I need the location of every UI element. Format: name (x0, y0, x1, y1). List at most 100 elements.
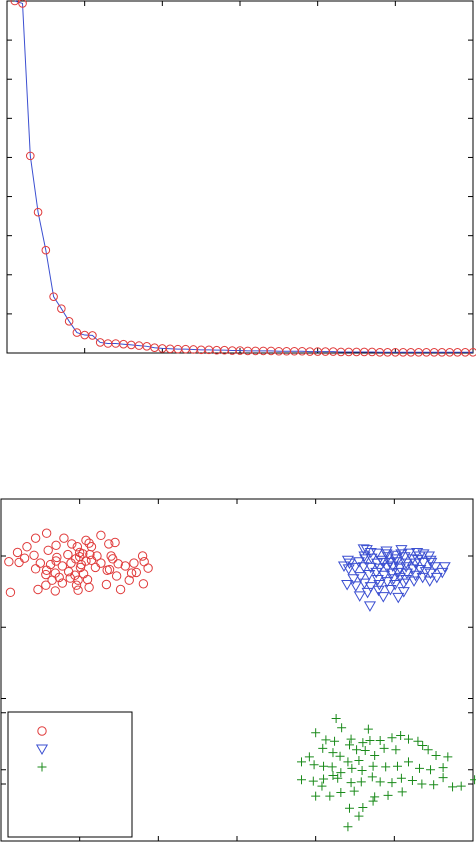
scatter-point (384, 584, 397, 596)
scatter-chart (0, 498, 476, 842)
scatter-point (375, 777, 385, 787)
scatter-point (337, 561, 351, 572)
scatter-point (400, 568, 413, 580)
scatter-point (113, 559, 123, 569)
scatter-point (341, 555, 354, 567)
scatter-point (59, 533, 69, 543)
scatter-point (387, 733, 397, 743)
scatter-point (400, 558, 413, 570)
scatter-point (63, 549, 73, 560)
scatter-point (429, 562, 442, 573)
scatter-point (52, 552, 62, 563)
scatter-point (364, 582, 377, 593)
scatter-point (84, 538, 94, 548)
scatter-point (67, 539, 77, 549)
scatter-point (82, 574, 93, 585)
scatter-point (47, 575, 57, 585)
scatter-point (438, 763, 448, 773)
scatter-point (358, 578, 371, 590)
scatter-point (358, 738, 368, 748)
scatter-point (43, 545, 53, 555)
scatter-point (396, 731, 406, 741)
scatter-point (356, 777, 366, 787)
scatter-point (78, 549, 88, 559)
scatter-point (409, 570, 422, 582)
scatter-point (4, 557, 14, 567)
legend-box (7, 711, 133, 838)
line-chart-axes-frame (6, 0, 474, 354)
scatter-chart-legend (7, 711, 133, 838)
scatter-point (57, 561, 68, 571)
scatter-point (328, 770, 338, 780)
scatter-point (354, 572, 367, 583)
scatter-point (383, 557, 396, 569)
scatter-point (438, 562, 451, 573)
scatter-point (108, 554, 118, 564)
scatter-point (14, 557, 24, 568)
scatter-point (417, 779, 427, 789)
line-chart-point (10, 0, 20, 6)
scatter-point (391, 745, 401, 755)
scatter-point (387, 574, 400, 585)
scatter-point (319, 774, 329, 784)
scatter-point (381, 762, 391, 772)
scatter-point (403, 734, 413, 744)
scatter-point (115, 584, 126, 595)
line-chart-point (26, 151, 35, 161)
scatter-point (389, 550, 402, 562)
scatter-point (365, 553, 378, 565)
scatter-point (443, 752, 453, 762)
scatter-point (390, 557, 403, 568)
scatter-point (33, 584, 43, 595)
scatter-point (72, 542, 83, 552)
scatter-point (41, 580, 51, 590)
scatter-point (333, 773, 343, 783)
scatter-point (395, 545, 408, 556)
scatter-point (344, 803, 354, 813)
scatter-point (304, 752, 314, 762)
scatter-point (343, 822, 353, 832)
scatter-point (328, 748, 338, 758)
scatter-point (120, 561, 130, 571)
scatter-point (368, 761, 378, 771)
legend-marker (35, 744, 49, 755)
scatter-point (50, 586, 60, 596)
scatter-point (370, 567, 383, 579)
scatter-point (413, 736, 423, 746)
scatter-point (370, 751, 380, 760)
scatter-point (41, 569, 51, 580)
scatter-point (363, 724, 373, 734)
scatter-point (371, 575, 384, 586)
scatter-point (71, 554, 81, 564)
line-chart-point (41, 245, 51, 255)
scatter-series-triangle-down (337, 544, 451, 612)
scatter-point (308, 776, 318, 786)
line-chart-series (10, 0, 476, 357)
line-chart-point (33, 207, 43, 217)
scatter-point (65, 573, 75, 583)
scatter-point (331, 713, 341, 723)
scatter-point (389, 554, 402, 565)
scatter-point (415, 763, 425, 773)
scatter-point (358, 551, 371, 562)
line-chart (6, 0, 476, 357)
scatter-point (330, 736, 340, 746)
scatter-point (71, 580, 82, 590)
scatter-point (341, 580, 354, 591)
scatter-point (138, 579, 149, 589)
scatter-point (347, 574, 360, 585)
scatter-point (317, 781, 327, 791)
scatter-point (297, 775, 307, 785)
scatter-point (419, 567, 432, 578)
scatter-point (5, 587, 16, 598)
scatter-point (57, 578, 68, 588)
scatter-point (30, 564, 41, 574)
scatter-point (363, 601, 377, 612)
scatter-point (381, 577, 394, 588)
scatter-point (336, 768, 346, 778)
scatter-point (126, 568, 137, 578)
scatter-point (407, 576, 421, 587)
scatter-point (104, 539, 114, 549)
scatter-point (424, 555, 437, 567)
line-chart-point (468, 347, 476, 357)
